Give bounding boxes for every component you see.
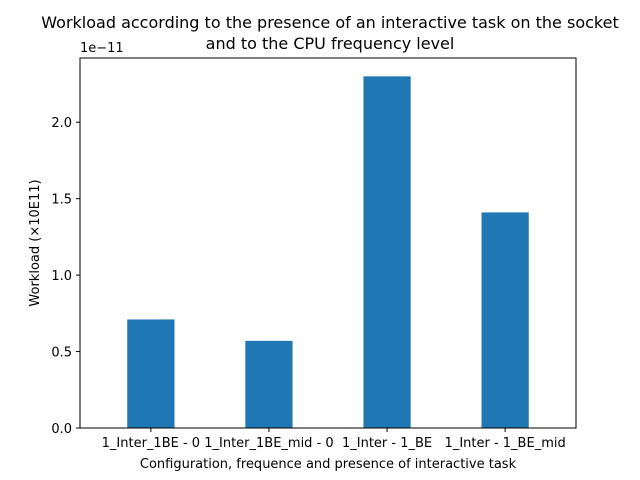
y-ticks-group: 0.0 0.5 1.0 1.5 2.0 (51, 116, 80, 437)
x-tick-label: 1_Inter - 1_BE (342, 436, 432, 451)
chart-title-line-2: and to the CPU frequency level (206, 34, 455, 53)
x-ticks-group: 1_Inter_1BE - 0 1_Inter_1BE_mid - 0 1_Inte… (102, 428, 566, 451)
x-tick-label: 1_Inter_1BE - 0 (102, 436, 200, 451)
y-tick-label: 0.5 (51, 346, 72, 361)
bar-2 (245, 340, 293, 428)
y-tick-label: 2.0 (51, 116, 72, 131)
x-axis-label: Configuration, frequence and presence of… (140, 457, 517, 472)
y-tick-label: 1.0 (51, 269, 72, 284)
y-offset-label: 1e−11 (80, 41, 124, 56)
bar-3 (363, 76, 411, 428)
x-tick-label: 1_Inter - 1_BE_mid (445, 436, 566, 451)
y-tick-label: 1.5 (51, 193, 72, 208)
x-tick-label: 1_Inter_1BE_mid - 0 (204, 436, 333, 451)
bar-1 (127, 319, 175, 428)
bars-group (127, 76, 529, 428)
chart-title-line-1: Workload according to the presence of an… (41, 13, 618, 32)
y-tick-label: 0.0 (51, 422, 72, 437)
bar-4 (481, 212, 529, 428)
plot-frame (79, 57, 577, 429)
y-axis-label: Workload (×10E11) (28, 179, 43, 306)
